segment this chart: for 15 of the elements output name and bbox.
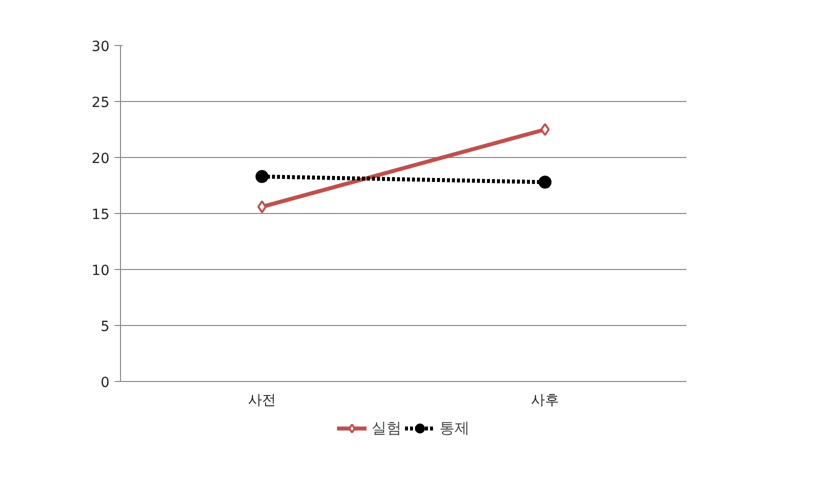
point — [540, 123, 550, 136]
y-tick-label: 0 — [100, 375, 110, 391]
point — [257, 200, 267, 214]
y-tick-label: 5 — [100, 319, 110, 335]
legend-label: 통제 — [440, 418, 470, 438]
y-tick-label: 25 — [92, 95, 110, 111]
legend-label: 실험 — [372, 418, 402, 438]
point — [538, 176, 552, 189]
x-tick-label: 사후 — [531, 392, 559, 408]
x-tick-label: 사전 — [248, 392, 276, 408]
y-tick-label: 10 — [92, 263, 110, 279]
y-tick-label: 20 — [92, 151, 110, 167]
y-tick-label: 15 — [92, 207, 110, 223]
y-tick-label: 30 — [92, 39, 110, 55]
point — [256, 170, 268, 184]
